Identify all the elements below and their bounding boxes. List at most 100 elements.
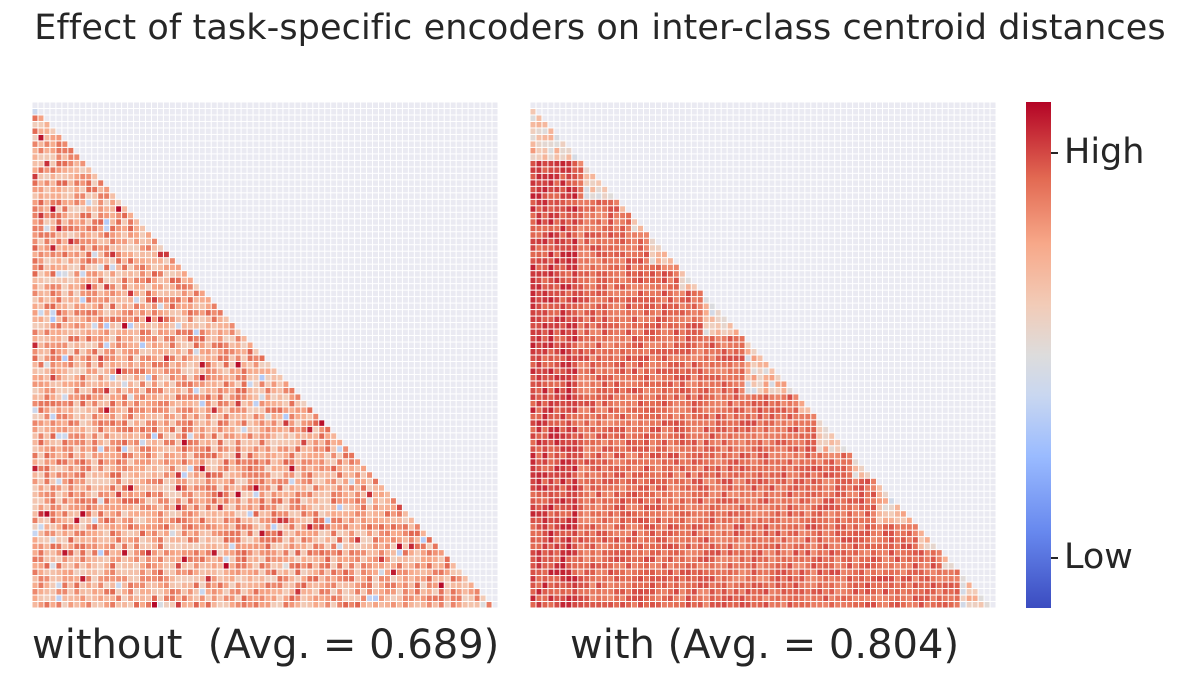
- heatmap-cell: [343, 446, 349, 452]
- masked-cell: [349, 433, 355, 439]
- masked-cell: [349, 342, 355, 349]
- heatmap-cell: [175, 465, 181, 472]
- masked-cell: [367, 446, 373, 452]
- masked-cell: [319, 329, 325, 336]
- heatmap-cell: [80, 225, 86, 232]
- masked-cell: [295, 316, 301, 323]
- heatmap-cell: [355, 491, 361, 498]
- masked-cell: [402, 329, 408, 336]
- heatmap-cell: [157, 394, 163, 400]
- masked-cell: [337, 400, 343, 407]
- heatmap-cell: [343, 472, 349, 478]
- heatmap-cell: [241, 472, 247, 478]
- masked-cell: [349, 368, 355, 374]
- masked-cell: [289, 115, 295, 121]
- masked-cell: [331, 374, 337, 381]
- masked-cell: [277, 128, 283, 134]
- masked-cell: [438, 491, 444, 498]
- heatmap-cell: [157, 381, 163, 387]
- masked-cell: [247, 316, 253, 323]
- masked-cell: [337, 258, 343, 264]
- masked-cell: [414, 511, 420, 517]
- masked-cell: [134, 180, 140, 186]
- masked-cell: [379, 400, 384, 407]
- masked-cell: [235, 141, 241, 147]
- masked-cell: [295, 264, 301, 271]
- masked-cell: [450, 128, 456, 134]
- masked-cell: [408, 167, 414, 173]
- heatmap-cell: [277, 472, 283, 478]
- masked-cell: [259, 147, 265, 154]
- masked-cell: [373, 108, 379, 115]
- masked-cell: [367, 290, 373, 297]
- masked-cell: [349, 121, 355, 128]
- masked-cell: [253, 323, 259, 329]
- heatmap-cell: [86, 433, 92, 439]
- masked-cell: [414, 284, 420, 290]
- heatmap-cell: [241, 361, 247, 368]
- masked-cell: [373, 251, 379, 258]
- heatmap-cell: [44, 245, 50, 251]
- masked-cell: [474, 439, 480, 446]
- heatmap-cell: [187, 323, 193, 329]
- heatmap-cell: [128, 465, 134, 472]
- masked-cell: [307, 264, 313, 271]
- masked-cell: [217, 284, 223, 290]
- masked-cell: [474, 128, 480, 134]
- masked-cell: [331, 271, 337, 277]
- heatmap-cell: [50, 511, 56, 517]
- masked-cell: [319, 413, 325, 420]
- masked-cell: [408, 160, 414, 167]
- heatmap-cell: [169, 446, 175, 452]
- heatmap-cell: [199, 303, 205, 310]
- heatmap-cell: [205, 336, 211, 342]
- masked-cell: [307, 277, 313, 284]
- heatmap-cell: [32, 173, 38, 180]
- masked-cell: [134, 108, 140, 115]
- heatmap-cell: [110, 400, 116, 407]
- masked-cell: [229, 251, 235, 258]
- masked-cell: [384, 433, 390, 439]
- heatmap-cell: [295, 459, 301, 465]
- masked-cell: [301, 336, 307, 342]
- masked-cell: [444, 374, 450, 381]
- masked-cell: [319, 232, 325, 238]
- masked-cell: [420, 336, 426, 342]
- heatmap-cell: [259, 413, 265, 420]
- heatmap-cell: [140, 271, 146, 277]
- masked-cell: [384, 271, 390, 277]
- masked-cell: [444, 180, 450, 186]
- heatmap-cell: [307, 420, 313, 426]
- masked-cell: [277, 199, 283, 206]
- masked-cell: [402, 160, 408, 167]
- masked-cell: [390, 251, 396, 258]
- heatmap-cell: [307, 459, 313, 465]
- masked-cell: [146, 134, 151, 141]
- masked-cell: [223, 134, 229, 141]
- heatmap-cell: [163, 504, 169, 511]
- heatmap-cell: [38, 459, 44, 465]
- heatmap-cell: [235, 374, 241, 381]
- masked-cell: [492, 323, 498, 329]
- heatmap-cell: [32, 465, 38, 472]
- masked-cell: [438, 173, 444, 180]
- heatmap-cell: [50, 478, 56, 485]
- heatmap-cell: [32, 439, 38, 446]
- heatmap-cell: [151, 485, 157, 491]
- heatmap-cell: [110, 277, 116, 284]
- masked-cell: [211, 199, 217, 206]
- masked-cell: [462, 459, 468, 465]
- masked-cell: [223, 297, 229, 303]
- masked-cell: [259, 290, 265, 297]
- masked-cell: [384, 290, 390, 297]
- heatmap-cell: [86, 485, 92, 491]
- heatmap-cell: [169, 491, 175, 498]
- masked-cell: [241, 128, 247, 134]
- masked-cell: [402, 413, 408, 420]
- masked-cell: [289, 310, 295, 316]
- masked-cell: [277, 245, 283, 251]
- heatmap-cell: [146, 271, 151, 277]
- masked-cell: [247, 147, 253, 154]
- masked-cell: [325, 284, 331, 290]
- masked-cell: [157, 154, 163, 160]
